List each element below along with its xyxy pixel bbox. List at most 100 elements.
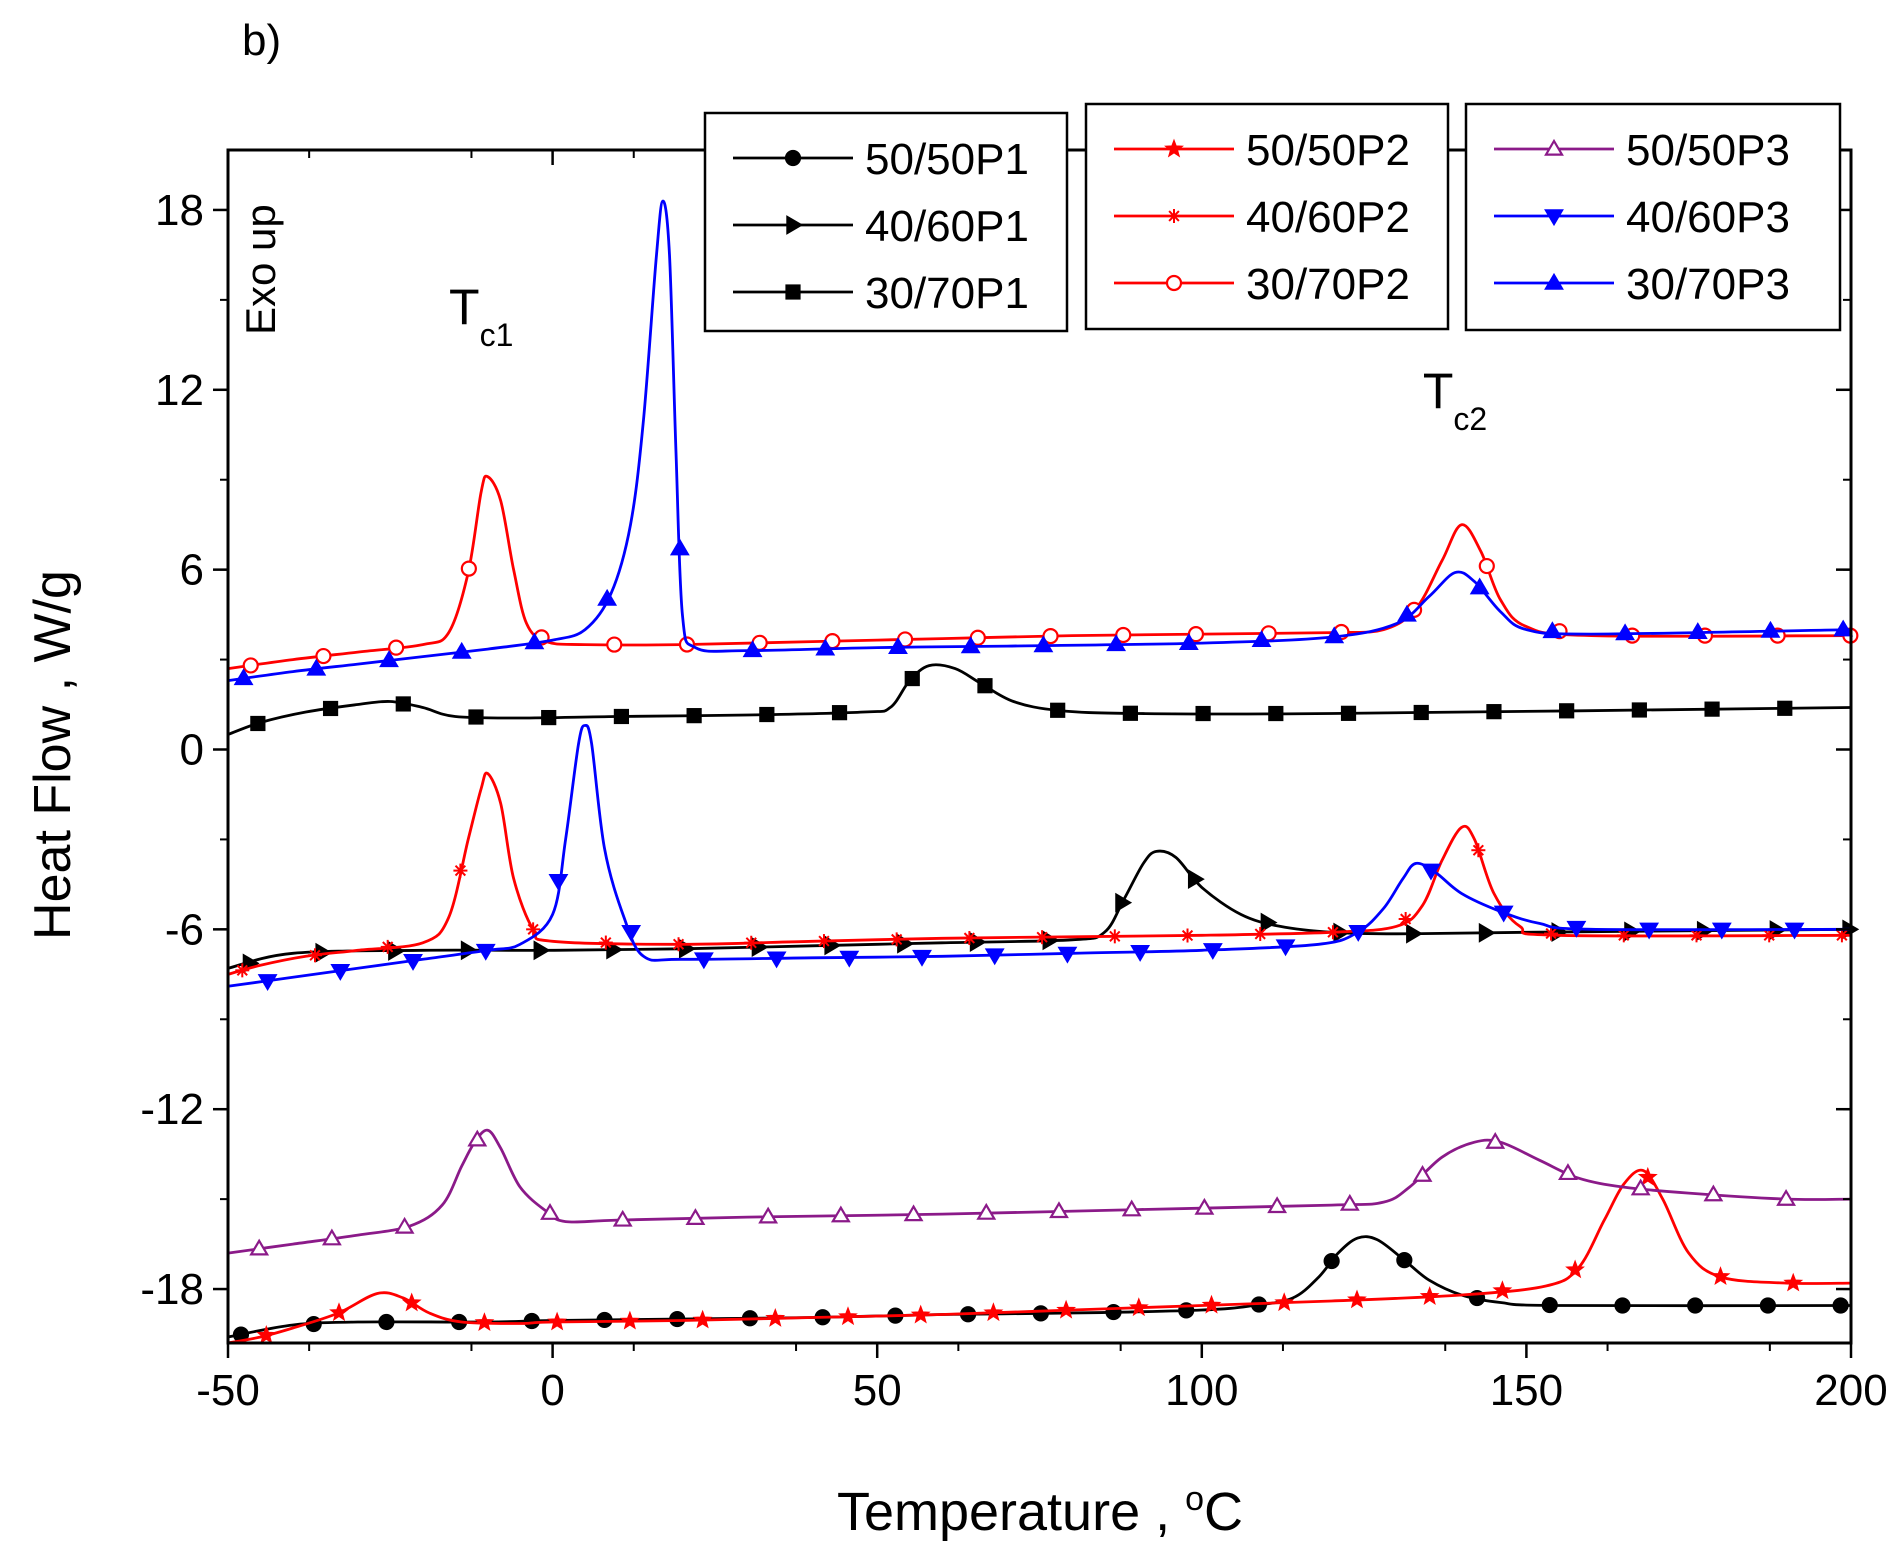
series-marker (904, 670, 920, 687)
series-marker (758, 1206, 779, 1224)
series-marker (669, 1310, 686, 1328)
exo-label: Exo up (237, 204, 284, 335)
series-marker (678, 636, 696, 653)
series-marker (1614, 1297, 1631, 1314)
series-marker (1032, 1305, 1049, 1322)
axes-layer: -50 0 50 100 150 200 -18 -12 -6 0 6 12 18 (140, 150, 1888, 1415)
series-marker (1639, 922, 1660, 940)
legend-marker (1164, 138, 1184, 158)
y-tick-label: 18 (155, 186, 204, 235)
series-marker (329, 1302, 349, 1322)
series-line (227, 199, 1852, 682)
annotation-layer: Tc1 Tc2 (449, 279, 1487, 437)
series-marker (1421, 863, 1441, 881)
series-marker (1832, 1297, 1849, 1314)
series-marker (1704, 701, 1720, 717)
legend-item-30/70P1: 30/70P1 (733, 269, 1029, 318)
series-line (227, 771, 1852, 976)
legend-label: 50/50P3 (1626, 126, 1790, 175)
y-tick-label: 6 (180, 546, 204, 595)
legend-marker (786, 215, 804, 235)
series-marker (394, 1216, 415, 1234)
y-tick-label: -12 (140, 1085, 204, 1134)
series-marker (1486, 704, 1502, 720)
legend-item-40/60P2: 40/60P2 (1114, 193, 1410, 242)
series-marker (256, 1324, 277, 1344)
series-marker (596, 1311, 613, 1329)
series-marker (606, 939, 624, 960)
series-marker (460, 560, 477, 577)
series-marker (1413, 704, 1429, 721)
series-marker (1396, 1252, 1413, 1269)
series-marker (1195, 705, 1211, 722)
legend-item-30/70P3: 30/70P3 (1494, 260, 1790, 309)
y-tick-label: -18 (140, 1265, 204, 1314)
series-marker (533, 940, 551, 961)
series-marker (606, 636, 623, 653)
legend-item-40/60P3: 40/60P3 (1494, 193, 1790, 242)
series-marker (249, 1238, 270, 1256)
series-marker (306, 658, 327, 676)
series-marker (910, 1304, 931, 1324)
x-axis-label: Temperature , oC (837, 1480, 1243, 1542)
series-marker (1492, 1280, 1513, 1300)
legend-marker (785, 284, 801, 300)
legend-item-50/50P3: 50/50P3 (1494, 126, 1790, 175)
series-marker (1253, 926, 1268, 941)
series-marker (1267, 1196, 1288, 1214)
legend-box-1: 50/50P1 40/60P1 30/70P1 (703, 111, 1069, 333)
series-marker (962, 931, 977, 946)
series-marker (693, 952, 714, 970)
series-marker (1056, 1299, 1077, 1319)
series-marker (766, 951, 787, 969)
y-tick-label: 12 (155, 366, 204, 415)
series-marker (380, 939, 395, 954)
series-marker (1478, 922, 1496, 943)
series-50/50P2 (227, 1166, 1852, 1345)
series-30/70P3 (227, 199, 1854, 686)
legend-label: 40/60P1 (865, 202, 1029, 251)
series-marker (1194, 1197, 1215, 1215)
legend-marker (1165, 274, 1183, 292)
annotation-c1: Tc1 (449, 279, 513, 353)
series-marker (1776, 1188, 1797, 1206)
series-marker (983, 1302, 1004, 1322)
series-marker (1106, 634, 1127, 652)
series-marker (1324, 626, 1345, 644)
series-marker (547, 1311, 568, 1331)
series-marker (912, 949, 932, 967)
series-marker (1833, 619, 1854, 637)
series-marker (1180, 928, 1195, 943)
series-marker (1687, 1297, 1704, 1314)
series-40/60P1 (227, 849, 1860, 974)
x-tick-label: 150 (1490, 1366, 1563, 1415)
series-marker (1115, 892, 1133, 913)
series-marker (1471, 843, 1486, 858)
series-marker (1275, 939, 1296, 957)
series-marker (1178, 633, 1199, 650)
series-marker (598, 935, 613, 950)
series-marker (1559, 703, 1575, 719)
series-marker (1128, 1297, 1149, 1317)
series-marker (1777, 700, 1793, 716)
series-marker (1187, 869, 1205, 890)
y-tick-label: 0 (180, 725, 204, 774)
series-marker (451, 641, 472, 659)
x-axis-label-unit-sup: o (1185, 1480, 1204, 1518)
series-marker (742, 640, 763, 658)
series-marker (1057, 946, 1078, 964)
series-marker (1631, 702, 1647, 718)
series-marker (1542, 621, 1563, 639)
series-marker (321, 1228, 342, 1246)
series-marker (330, 964, 351, 981)
series-marker (621, 924, 642, 942)
series-marker (1268, 705, 1284, 722)
series-marker (257, 974, 278, 991)
legend-label: 30/70P1 (865, 269, 1029, 318)
series-marker (460, 940, 478, 961)
legend-marker (1167, 209, 1181, 223)
series-marker (1630, 1178, 1651, 1196)
series-marker (1412, 1164, 1433, 1182)
series-marker (816, 934, 831, 949)
